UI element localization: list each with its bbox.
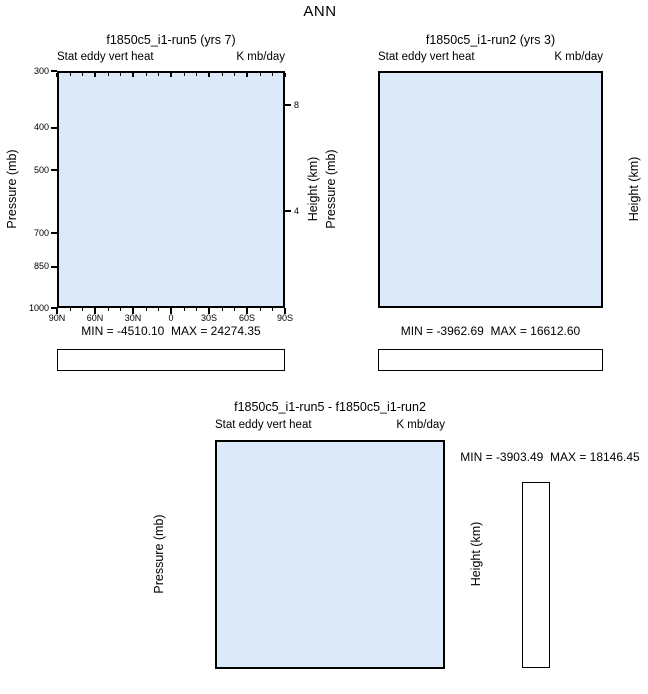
contour-plot-run2 [378,71,603,308]
x-tick-label: 60N [86,313,104,323]
x-minor-tick [259,308,261,311]
panel2-units-label: K mb/day [554,51,603,63]
x-minor-tick-top [183,73,185,76]
contour-plot-run5 [57,71,285,308]
x-tick-label: 30S [200,313,217,323]
x-major-tick [94,308,96,314]
x-minor-tick-top [196,73,198,76]
colorbar-run2 [378,349,603,371]
x-minor-tick [196,308,198,311]
x-minor-tick [82,308,84,311]
panel1-field-label: Stat eddy vert heat [57,51,154,63]
figure-title: ANN [303,3,337,20]
y-tick-label: 1000 [28,302,49,313]
panel3-yaxis-label: Pressure (mb) [152,514,166,594]
y-major-tick [51,232,57,234]
x-minor-tick-top [158,73,160,76]
colorbar-run5 [57,349,285,371]
y-major-tick [51,169,57,171]
x-major-tick-top [246,73,248,77]
x-tick-label: 30N [124,313,142,323]
y-tick-label: 850 [33,261,49,272]
x-minor-tick [158,308,160,311]
panel2-yaxis-label: Pressure (mb) [324,149,338,229]
panel3-y2axis-label: Height (km) [469,521,483,587]
x-minor-tick [145,308,147,311]
panel1-minmax: MIN = -4510.10 MAX = 24274.35 [81,324,261,338]
x-minor-tick-top [145,73,147,76]
x-tick-label: 90N [48,313,66,323]
x-major-tick [284,308,286,314]
panel2-minmax: MIN = -3962.69 MAX = 16612.60 [400,324,581,338]
x-major-tick [208,308,210,314]
y2-tick-label: 8 [294,99,300,110]
panel3-minmax: MIN = -3903.49 MAX = 18146.45 [460,450,640,464]
x-major-tick [246,308,248,314]
x-major-tick [132,308,134,314]
panel1-yaxis-label: Pressure (mb) [5,149,19,229]
x-minor-tick [120,308,122,311]
panel2-field-label: Stat eddy vert heat [378,51,475,63]
x-minor-tick-top [69,73,71,76]
panel1-units-label: K mb/day [236,51,285,63]
y-tick-label: 400 [33,122,49,133]
x-minor-tick [69,308,71,311]
x-minor-tick-top [234,73,236,76]
y-major-tick [51,70,57,72]
x-minor-tick-top [82,73,84,76]
x-major-tick-top [56,73,58,77]
panel1-title: f1850c5_i1-run5 (yrs 7) [106,33,236,47]
x-major-tick-top [208,73,210,77]
y-major-tick [51,127,57,129]
x-minor-tick [234,308,236,311]
panel3-title: f1850c5_i1-run5 - f1850c5_i1-run2 [234,400,426,414]
y-major-tick [51,266,57,268]
x-tick-label: 60S [238,313,255,323]
x-major-tick-top [170,73,172,77]
x-minor-tick-top [221,73,223,76]
x-major-tick [56,308,58,314]
colorbar-diff [522,482,550,668]
x-minor-tick-top [259,73,261,76]
y-tick-label: 700 [33,227,49,238]
panel3-units-label: K mb/day [396,419,445,431]
x-tick-label: 0 [168,313,174,323]
x-tick-label: 90S [276,313,293,323]
y2-tick-label: 4 [294,206,300,217]
x-major-tick-top [94,73,96,77]
y2-major-tick [285,210,291,212]
y-tick-label: 300 [33,65,49,76]
panel2-y2axis-label: Height (km) [627,156,641,222]
panel2-title: f1850c5_i1-run2 (yrs 3) [425,33,556,47]
x-minor-tick [272,308,274,311]
y-major-tick [51,307,57,309]
x-major-tick [170,308,172,314]
y2-major-tick [285,104,291,106]
contour-plot-diff [215,440,445,669]
x-minor-tick-top [272,73,274,76]
x-minor-tick [183,308,185,311]
panel1-y2axis-label: Height (km) [306,156,320,222]
panel3-field-label: Stat eddy vert heat [215,419,312,431]
x-major-tick-top [284,73,286,77]
x-minor-tick-top [107,73,109,76]
contour-field-canvas [59,73,283,306]
x-major-tick-top [132,73,134,77]
x-minor-tick [107,308,109,311]
x-minor-tick-top [120,73,122,76]
x-minor-tick [221,308,223,311]
y-tick-label: 500 [33,164,49,175]
